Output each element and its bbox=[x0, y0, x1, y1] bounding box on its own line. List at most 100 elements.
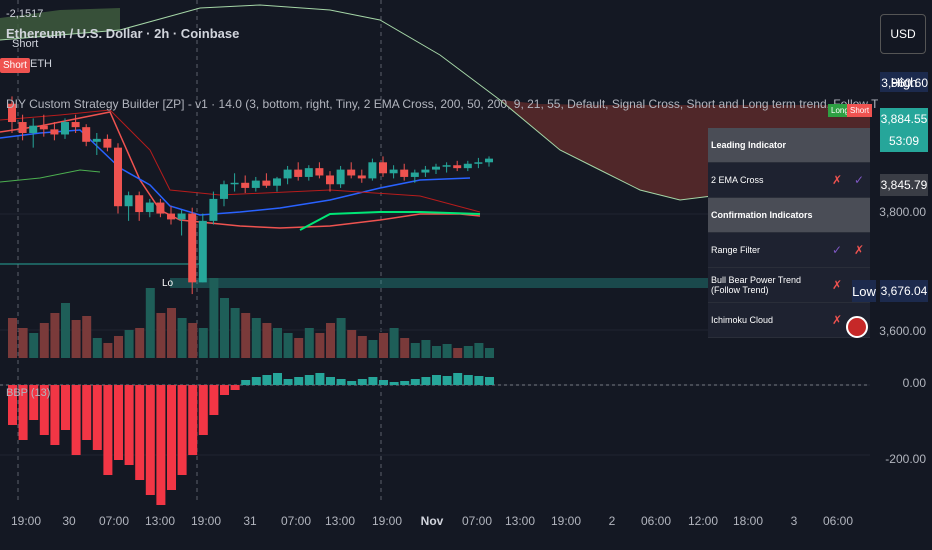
candle-31 bbox=[336, 169, 345, 185]
candle-18 bbox=[198, 220, 207, 283]
candle-4 bbox=[50, 129, 59, 135]
table-row: Range Filter ✓ ✗ bbox=[708, 233, 870, 268]
low-label: Low bbox=[852, 280, 876, 302]
candle-19 bbox=[209, 198, 218, 221]
bbp-bar-36 bbox=[389, 382, 399, 385]
bbp-bar-37 bbox=[400, 381, 410, 385]
bbp-legend[interactable]: BBP (13) bbox=[6, 387, 51, 399]
volume-bar-5 bbox=[61, 303, 70, 358]
volume-bar-27 bbox=[294, 338, 304, 358]
candle-14 bbox=[156, 202, 165, 214]
x-tick: 06:00 bbox=[822, 514, 854, 528]
table-cell-name: Ichimoku Cloud bbox=[711, 315, 774, 325]
candle-26 bbox=[283, 169, 292, 179]
candle-15 bbox=[167, 213, 175, 220]
table-row: Ichimoku Cloud ✗ bbox=[708, 303, 870, 338]
range-filter-green bbox=[299, 211, 481, 231]
candle-44 bbox=[474, 162, 483, 164]
candle-32 bbox=[347, 169, 356, 176]
volume-bar-23 bbox=[251, 318, 261, 358]
x-tick: 19:00 bbox=[371, 514, 403, 528]
symbol-title[interactable]: Ethereum / U.S. Dollar · 2h · Coinbase bbox=[6, 26, 240, 41]
candle-3 bbox=[39, 125, 48, 130]
x-tick: 18:00 bbox=[732, 514, 764, 528]
indicator-legend[interactable]: DIY Custom Strategy Builder [ZP] - v1 · … bbox=[6, 97, 878, 111]
candle-35 bbox=[379, 162, 387, 174]
bbp-bar-15 bbox=[167, 385, 176, 490]
volume-bar-42 bbox=[453, 348, 463, 358]
volume-bar-17 bbox=[188, 323, 198, 358]
candle-39 bbox=[421, 169, 430, 173]
short-tag: Short bbox=[0, 58, 30, 73]
table-cell-short: ✓ bbox=[853, 173, 865, 187]
x-tick: 12:00 bbox=[687, 514, 719, 528]
volume-bar-29 bbox=[315, 333, 325, 358]
candle-30 bbox=[326, 175, 334, 185]
volume-bar-11 bbox=[124, 330, 134, 358]
short-label: Short bbox=[12, 38, 39, 50]
bbp-bar-21 bbox=[230, 385, 240, 390]
candle-16 bbox=[177, 213, 186, 220]
volume-bar-41 bbox=[442, 344, 452, 358]
bbp-bar-10 bbox=[114, 385, 123, 460]
table-cell-name: 2 EMA Cross bbox=[711, 175, 764, 185]
volume-bar-15 bbox=[167, 308, 176, 358]
volume-bar-0 bbox=[8, 318, 17, 358]
low-zone bbox=[170, 278, 870, 288]
candle-34 bbox=[368, 162, 377, 179]
candle-27 bbox=[294, 169, 303, 177]
flag-icon[interactable] bbox=[846, 316, 868, 338]
bbp-bar-22 bbox=[241, 380, 251, 385]
table-cell-long: ✗ bbox=[831, 313, 843, 327]
x-tick: 07:00 bbox=[461, 514, 493, 528]
candle-6 bbox=[71, 122, 80, 128]
x-tick: 2 bbox=[608, 514, 616, 528]
bbp-bar-0 bbox=[8, 385, 17, 425]
bbp-bar-23 bbox=[251, 377, 261, 385]
bbp-bar-20 bbox=[220, 385, 229, 395]
x-tick: 13:00 bbox=[504, 514, 536, 528]
bbp-bar-8 bbox=[92, 385, 102, 450]
volume-bar-45 bbox=[485, 348, 494, 358]
candle-13 bbox=[145, 202, 154, 213]
candle-24 bbox=[262, 180, 271, 186]
bbp-bar-39 bbox=[421, 377, 431, 385]
bbp-bar-2 bbox=[29, 385, 39, 420]
bbp-bar-26 bbox=[283, 379, 293, 385]
x-tick: 13:00 bbox=[324, 514, 356, 528]
volume-bar-32 bbox=[347, 330, 357, 358]
table-cell-long: ✓ bbox=[831, 243, 843, 257]
volume-bar-21 bbox=[230, 308, 240, 358]
bbp-bar-31 bbox=[336, 379, 346, 385]
volume-bar-13 bbox=[145, 288, 155, 358]
volume-bar-35 bbox=[379, 333, 388, 358]
bbp-bar-12 bbox=[135, 385, 145, 480]
bbp-bar-6 bbox=[71, 385, 81, 455]
volume-bar-39 bbox=[421, 340, 431, 358]
volume-bar-34 bbox=[368, 340, 378, 358]
x-tick: 13:00 bbox=[144, 514, 176, 528]
bbp-bar-43 bbox=[463, 375, 473, 385]
volume-bar-4 bbox=[50, 313, 60, 358]
candle-9 bbox=[103, 138, 112, 148]
volume-bar-40 bbox=[432, 346, 441, 358]
volume-bar-2 bbox=[29, 333, 39, 358]
x-tick: 19:00 bbox=[190, 514, 222, 528]
volume-bar-26 bbox=[283, 333, 293, 358]
bbp-bar-19 bbox=[209, 385, 219, 415]
currency-button[interactable]: USD bbox=[880, 14, 926, 54]
volume-bar-7 bbox=[82, 316, 92, 358]
table-cell-name: Range Filter bbox=[711, 245, 761, 255]
bbp-bar-27 bbox=[294, 377, 304, 385]
trend-line bbox=[0, 109, 481, 213]
bbp-bar-5 bbox=[61, 385, 70, 430]
volume-bar-19 bbox=[209, 278, 219, 358]
bbp-bar-45 bbox=[485, 377, 494, 385]
bbp-bar-25 bbox=[273, 373, 282, 385]
high-label: High bbox=[880, 72, 928, 92]
table-cell-long: ✗ bbox=[831, 173, 843, 187]
volume-bar-44 bbox=[474, 343, 484, 358]
volume-bar-1 bbox=[18, 328, 28, 358]
bbp-bar-18 bbox=[198, 385, 208, 435]
